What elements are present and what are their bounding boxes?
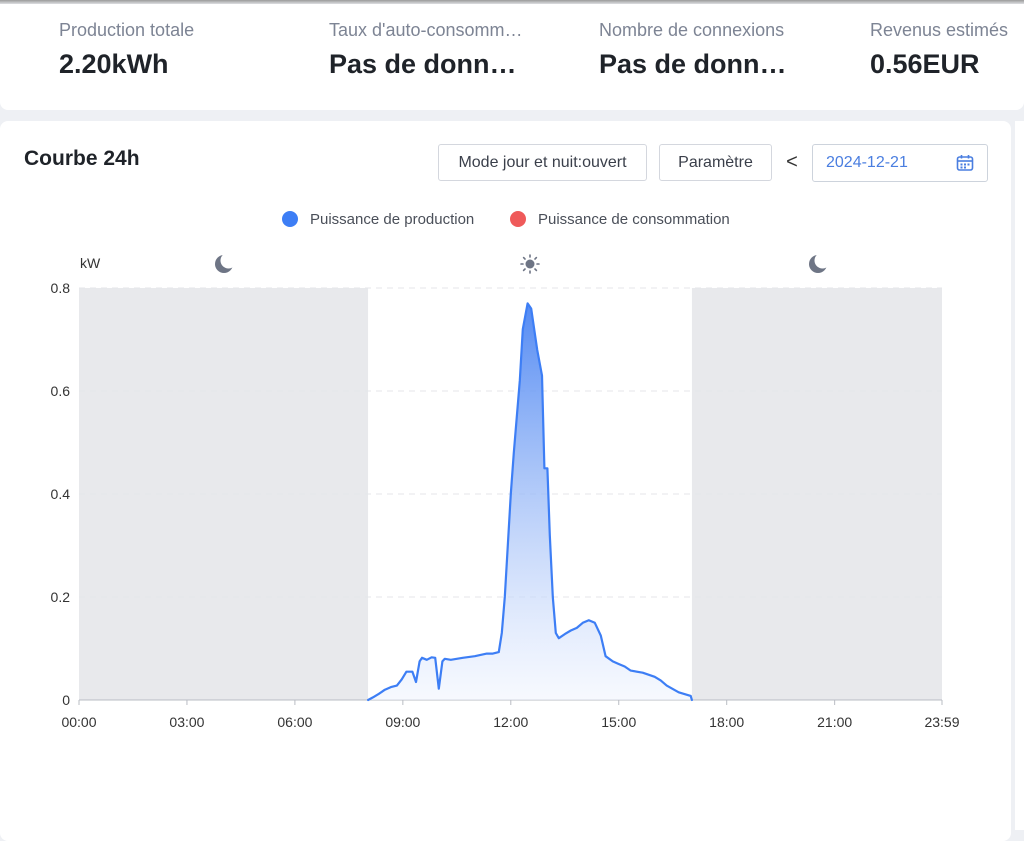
stat-estimated-revenue: Revenus estimés 0.56EUR	[870, 20, 1020, 80]
stat-value: 2.20kWh	[59, 49, 169, 79]
parameter-button[interactable]: Paramètre	[659, 144, 772, 181]
stat-self-consumption-rate: Taux d'auto-consommation Pas de données	[329, 20, 529, 80]
sun-icon	[520, 254, 540, 274]
stat-label: Revenus estimés	[870, 20, 1009, 40]
moon-icon	[215, 252, 237, 273]
moon-icon	[809, 252, 831, 273]
x-tick-label: 09:00	[385, 714, 420, 730]
y-tick-label: 0.8	[51, 280, 71, 296]
summary-stats-card: Production totale 2.20kWh Taux d'auto-co…	[0, 4, 1024, 110]
legend-marker-production	[282, 211, 298, 227]
legend-label-production: Puissance de production	[310, 210, 475, 228]
stat-label: Nombre de connexions	[599, 20, 785, 40]
stat-value: Pas de données	[599, 49, 799, 79]
previous-day-button[interactable]: <	[786, 151, 798, 173]
stat-total-production: Production totale 2.20kWh	[59, 20, 299, 80]
stat-label: Production totale	[59, 20, 195, 40]
y-tick-label: 0.2	[51, 589, 71, 605]
date-picker-input[interactable]: 2024-12-21	[812, 144, 988, 182]
stat-connection-count: Nombre de connexions Pas de données	[599, 20, 799, 80]
day-night-mode-button[interactable]: Mode jour et nuit:ouvert	[438, 144, 647, 181]
date-value: 2024-12-21	[826, 154, 908, 171]
panel-title: Courbe 24h	[24, 147, 140, 170]
legend-item-production[interactable]: Puissance de production	[282, 208, 474, 230]
x-tick-label: 23:59	[924, 714, 959, 730]
top-shadow	[0, 0, 1024, 5]
y-axis-unit: kW	[80, 255, 101, 271]
x-tick-label: 12:00	[493, 714, 528, 730]
legend-marker-consumption	[510, 211, 526, 227]
production-series-line	[367, 302, 693, 702]
stat-value: 0.56EUR	[870, 49, 980, 79]
x-tick-label: 03:00	[169, 714, 204, 730]
production-curve-chart: 0 0.2 0.4 0.6 0.8 00:00 03:00 06:00 09:00 12:00 1…	[51, 252, 960, 730]
production-area-fill	[368, 303, 692, 700]
x-tick-label: 18:00	[709, 714, 744, 730]
x-tick-label: 21:00	[817, 714, 852, 730]
stat-value: Pas de données	[329, 49, 529, 79]
calendar-icon[interactable]	[956, 154, 974, 172]
y-tick-label: 0.4	[51, 486, 71, 502]
stat-label: Taux d'auto-consommation	[329, 20, 529, 40]
legend-item-consumption[interactable]: Puissance de consommation	[510, 208, 730, 230]
y-tick-label: 0.6	[51, 383, 71, 399]
right-edge-panel	[1015, 121, 1024, 830]
x-tick-label: 15:00	[601, 714, 636, 730]
x-tick-label: 00:00	[61, 714, 96, 730]
x-tick-label: 06:00	[277, 714, 312, 730]
y-tick-label: 0	[62, 692, 70, 708]
legend-label-consumption: Puissance de consommation	[538, 210, 730, 228]
